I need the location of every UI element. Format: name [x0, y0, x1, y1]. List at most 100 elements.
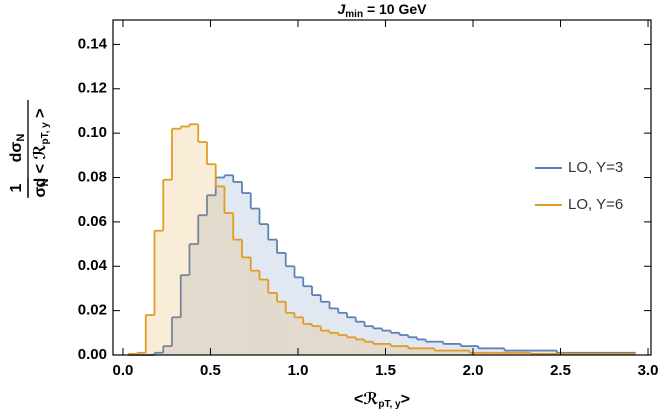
x-tick-label: 0.5	[200, 362, 221, 379]
y-tick-label: 0.02	[78, 302, 107, 319]
histogram-bar	[145, 315, 155, 355]
histogram-bar	[443, 350, 453, 355]
histogram-bar	[399, 346, 409, 355]
histogram-bar	[206, 164, 216, 355]
histogram-bar	[460, 350, 470, 355]
histogram-bar	[163, 179, 172, 355]
histogram-bar	[452, 343, 461, 355]
histogram-bar	[233, 239, 242, 355]
y-label-part: dσ	[8, 142, 25, 163]
histogram-bar	[408, 348, 418, 355]
histogram-bar	[487, 352, 496, 355]
histogram-bar	[171, 128, 181, 355]
y-axis-label: 1 σN dσN d < ℛpT, y >	[8, 100, 51, 198]
histogram-bar	[163, 346, 172, 355]
histogram-bar	[329, 332, 339, 355]
histogram-bar	[530, 350, 540, 355]
histogram-bar	[487, 348, 496, 355]
y-label-part: N	[39, 179, 51, 187]
histogram-bar	[495, 348, 505, 355]
histogram-bar	[373, 343, 382, 355]
histogram-bar	[198, 142, 207, 355]
histogram-bar	[268, 239, 277, 355]
x-tick-label: 0.0	[113, 362, 134, 379]
histogram-bar	[276, 301, 286, 355]
histogram-bar	[390, 332, 400, 355]
legend-label: LO, Y=3	[568, 159, 623, 176]
x-tick-label: 2.0	[463, 362, 484, 379]
legend-label: LO, Y=6	[568, 196, 623, 213]
histogram-bar	[338, 335, 347, 355]
histogram-bar	[259, 279, 269, 355]
histogram-bar	[206, 195, 216, 355]
x-tick-label: 1.5	[375, 362, 396, 379]
series	[128, 123, 636, 356]
histogram-bar	[215, 177, 225, 355]
histogram-bar	[154, 352, 164, 355]
y-label-part: d < ℛ	[32, 145, 49, 188]
histogram-bar	[425, 348, 435, 355]
histogram-bar	[276, 252, 286, 355]
x-label-part: <ℛ	[354, 391, 378, 408]
y-tick-label: 0.10	[78, 124, 107, 141]
histogram-bar	[180, 126, 190, 355]
histogram-bar	[364, 326, 374, 355]
histogram-bar	[268, 292, 277, 355]
x-label-part: pT, y	[378, 399, 401, 410]
histogram-bar	[408, 337, 418, 355]
histogram-bar	[224, 213, 234, 355]
y-label-part: N	[15, 134, 27, 142]
histogram-bar	[241, 193, 251, 355]
histogram-bar	[504, 352, 514, 355]
histogram-bar	[452, 350, 461, 355]
histogram-bar	[311, 326, 321, 355]
histogram-bar	[180, 275, 190, 355]
histogram-bar	[189, 244, 199, 355]
histogram-bar	[382, 330, 391, 355]
histogram-bar	[171, 317, 181, 355]
histogram-bar	[303, 323, 312, 355]
histogram-bar	[303, 286, 312, 355]
histogram-bar	[189, 124, 199, 356]
histogram-bar	[495, 352, 505, 355]
histogram-bar	[329, 308, 339, 355]
histogram-bar	[355, 321, 365, 355]
histogram-bar	[233, 181, 242, 355]
histogram-bar	[539, 350, 549, 355]
histogram-bar	[548, 350, 558, 355]
histogram-bar	[522, 352, 531, 355]
histogram-bar	[478, 348, 488, 355]
histogram-bar	[373, 328, 382, 355]
y-label-part: d < ℛpT, y >	[32, 108, 50, 187]
plot-frame	[112, 19, 652, 356]
histogram-bar	[241, 257, 251, 355]
histogram-bar	[417, 339, 426, 355]
histogram-bar	[355, 339, 365, 355]
title-part: J	[337, 1, 346, 17]
title-part: min	[345, 9, 363, 20]
histogram-bar	[198, 215, 207, 355]
y-tick-label: 0.04	[78, 257, 108, 274]
series	[128, 174, 636, 356]
histogram-bar	[154, 230, 164, 355]
title-part: = 10 GeV	[363, 1, 427, 17]
y-label-part: pT, y	[40, 122, 51, 145]
histogram-bar	[434, 341, 444, 355]
histogram-bar	[311, 295, 321, 355]
histogram-bar	[224, 175, 234, 355]
y-label-part: 1	[8, 183, 25, 192]
histogram-bar	[469, 346, 479, 355]
histogram-bar	[250, 270, 260, 355]
histogram-bar	[364, 341, 374, 355]
x-tick-label: 1.0	[288, 362, 309, 379]
histogram-bar	[417, 348, 426, 355]
y-tick-label: 0.12	[78, 80, 107, 97]
x-axis-label: <ℛpT, y>	[354, 391, 410, 409]
y-label-part: σN	[32, 179, 51, 198]
histogram-bar	[469, 352, 479, 355]
y-tick-label: 0.08	[78, 168, 107, 185]
x-tick-label: 3.0	[638, 362, 659, 379]
histogram-bar	[513, 352, 523, 355]
histogram-bar	[294, 317, 304, 355]
